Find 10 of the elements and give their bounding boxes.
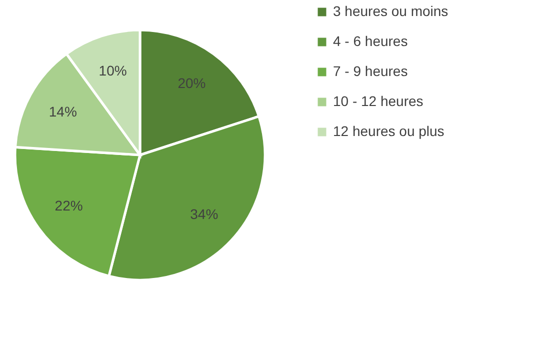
data-label: 10% [98,62,127,78]
data-label: 20% [178,74,206,91]
legend-label: 3 heures ou moins [333,3,448,19]
legend-label: 4 - 6 heures [333,33,408,49]
data-label: 14% [48,104,77,120]
data-label: 22% [54,198,83,214]
data-label: 34% [190,206,218,222]
legend-label: 10 - 12 heures [333,93,424,109]
legend-label: 7 - 9 heures [333,63,408,79]
legend-label: 12 heures ou plus [333,123,444,139]
